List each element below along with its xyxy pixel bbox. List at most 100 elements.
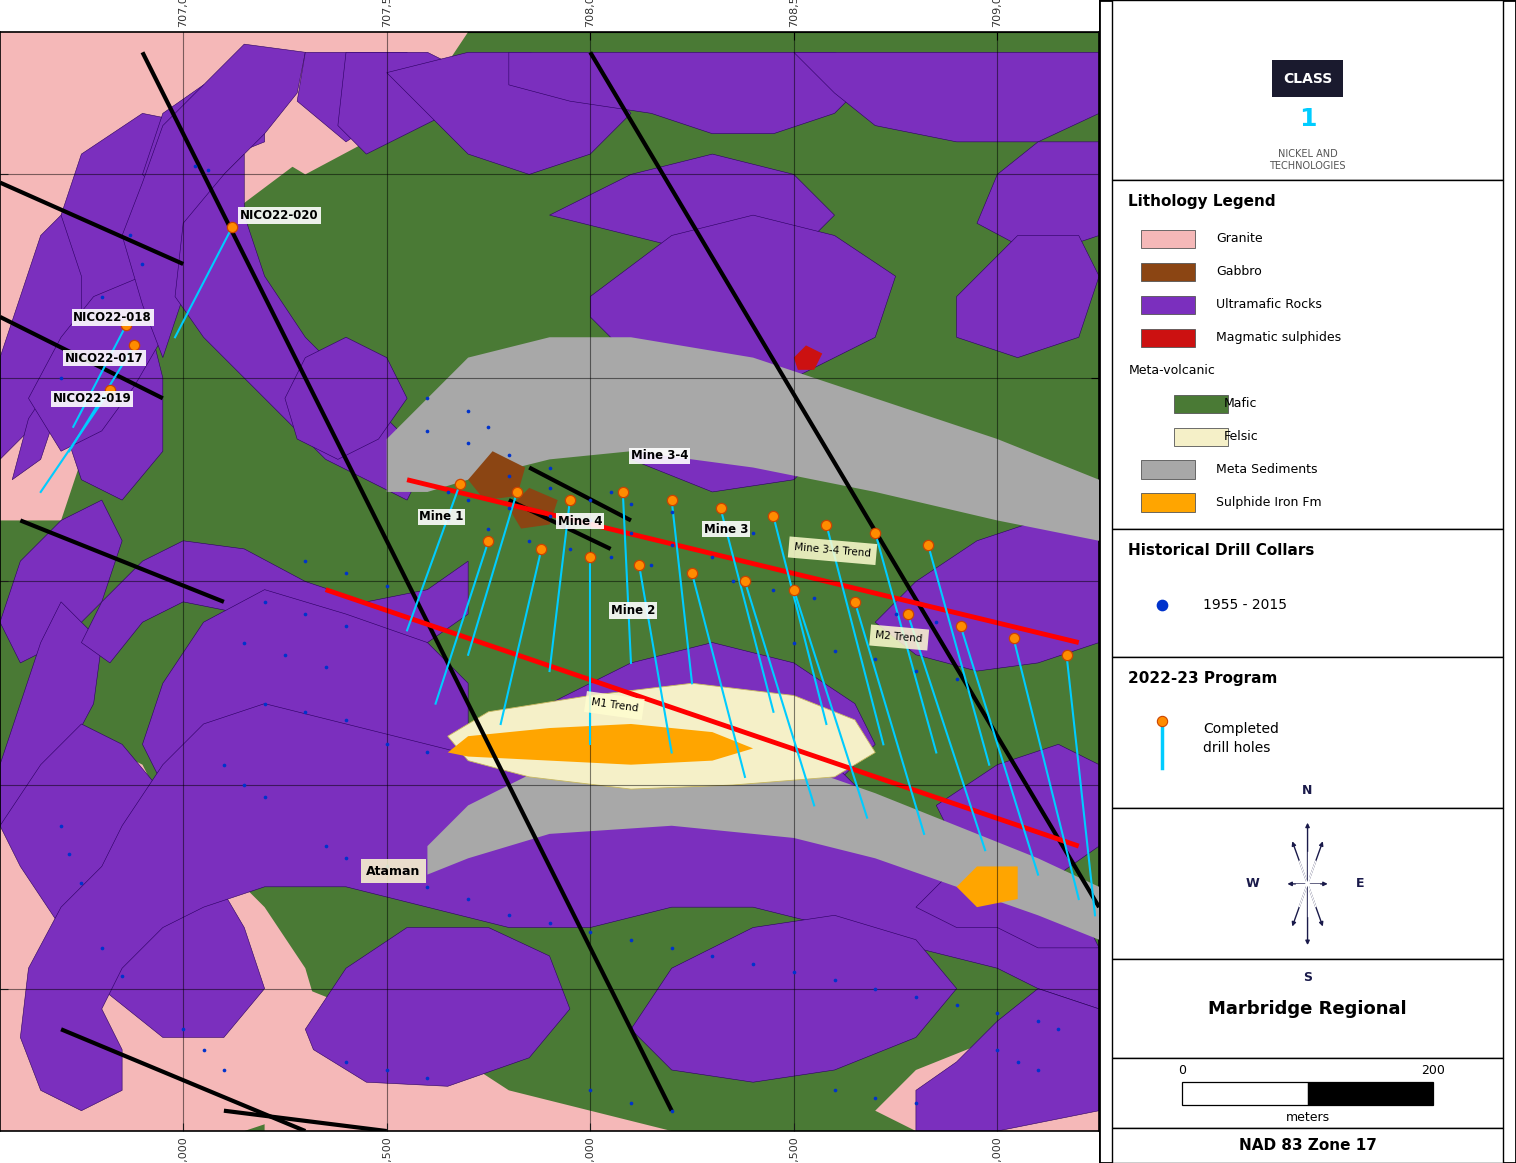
- Point: [1149, 595, 1173, 614]
- Text: E: E: [1355, 877, 1364, 891]
- Point: [447, 475, 471, 493]
- Bar: [1173, 428, 1228, 445]
- Bar: [1111, 808, 1504, 959]
- Point: [49, 369, 73, 387]
- Point: [904, 987, 928, 1006]
- Point: [558, 491, 582, 509]
- Point: [70, 873, 94, 892]
- Polygon shape: [143, 590, 468, 806]
- Point: [944, 996, 969, 1014]
- Text: W: W: [1246, 877, 1260, 891]
- Point: [456, 491, 481, 509]
- Text: NICO22-017: NICO22-017: [65, 351, 144, 365]
- Point: [529, 540, 553, 558]
- Point: [619, 494, 643, 513]
- Bar: [1140, 461, 1195, 479]
- Point: [985, 1004, 1010, 1022]
- Text: Gabbro: Gabbro: [1216, 265, 1261, 278]
- Point: [253, 694, 277, 713]
- Point: [782, 963, 807, 982]
- Point: [1026, 1061, 1051, 1079]
- Point: [741, 523, 766, 542]
- Polygon shape: [143, 85, 265, 194]
- Polygon shape: [875, 1009, 1099, 1132]
- Polygon shape: [957, 866, 1017, 907]
- Polygon shape: [82, 541, 468, 663]
- Bar: [1140, 230, 1195, 248]
- Point: [476, 519, 500, 537]
- Text: Ataman: Ataman: [367, 864, 421, 878]
- Bar: [1140, 295, 1195, 314]
- Point: [1002, 629, 1026, 648]
- Point: [659, 491, 684, 509]
- Point: [822, 642, 846, 661]
- Polygon shape: [0, 602, 102, 826]
- Point: [89, 939, 114, 957]
- Point: [700, 515, 725, 534]
- Point: [896, 605, 920, 623]
- Point: [944, 670, 969, 688]
- Point: [191, 1041, 215, 1059]
- Point: [89, 287, 114, 306]
- Point: [273, 645, 297, 664]
- Point: [843, 593, 867, 612]
- Point: [183, 157, 208, 176]
- Polygon shape: [509, 52, 875, 134]
- Bar: [1111, 959, 1504, 1058]
- Polygon shape: [20, 704, 1099, 1111]
- Point: [1046, 1020, 1070, 1039]
- Point: [640, 556, 664, 575]
- Point: [558, 540, 582, 558]
- Text: Historical Drill Collars: Historical Drill Collars: [1128, 543, 1314, 558]
- Point: [700, 548, 725, 566]
- Point: [843, 597, 867, 615]
- Point: [1055, 645, 1079, 664]
- Text: Magmatic sulphides: Magmatic sulphides: [1216, 331, 1342, 344]
- Point: [497, 445, 522, 464]
- Text: CLASS: CLASS: [1283, 71, 1333, 86]
- Point: [82, 348, 106, 366]
- Polygon shape: [631, 915, 957, 1083]
- Point: [293, 702, 317, 721]
- Text: 1955 - 2015: 1955 - 2015: [1204, 598, 1287, 612]
- Polygon shape: [61, 113, 224, 500]
- Text: Lithology Legend: Lithology Legend: [1128, 194, 1276, 209]
- Point: [334, 1053, 358, 1071]
- Text: NICO22-018: NICO22-018: [73, 311, 152, 324]
- Polygon shape: [916, 989, 1099, 1132]
- Text: Granite: Granite: [1216, 233, 1263, 245]
- Point: [619, 1093, 643, 1112]
- Bar: [1111, 180, 1504, 529]
- Text: 2022-23 Program: 2022-23 Program: [1128, 671, 1278, 686]
- Point: [949, 618, 973, 636]
- Polygon shape: [29, 276, 162, 451]
- Point: [415, 388, 440, 407]
- Polygon shape: [0, 725, 265, 1037]
- Point: [761, 507, 785, 526]
- Bar: [1307, 1082, 1433, 1105]
- Polygon shape: [428, 744, 1099, 940]
- Point: [435, 483, 459, 501]
- Point: [578, 548, 602, 566]
- Point: [578, 1082, 602, 1100]
- Polygon shape: [0, 194, 143, 459]
- Point: [679, 564, 703, 583]
- Text: 1: 1: [1299, 107, 1316, 131]
- Bar: [1111, 0, 1504, 180]
- Polygon shape: [0, 500, 123, 663]
- Polygon shape: [550, 154, 834, 256]
- Bar: [1111, 529, 1504, 657]
- Point: [1149, 712, 1173, 730]
- Point: [720, 572, 744, 591]
- Point: [619, 523, 643, 542]
- Point: [517, 531, 541, 550]
- Point: [700, 947, 725, 965]
- Polygon shape: [447, 725, 753, 765]
- Polygon shape: [937, 744, 1099, 875]
- Point: [456, 401, 481, 420]
- Point: [118, 226, 143, 244]
- Point: [497, 466, 522, 485]
- Point: [374, 577, 399, 595]
- Polygon shape: [976, 142, 1099, 256]
- Text: S: S: [1304, 971, 1311, 984]
